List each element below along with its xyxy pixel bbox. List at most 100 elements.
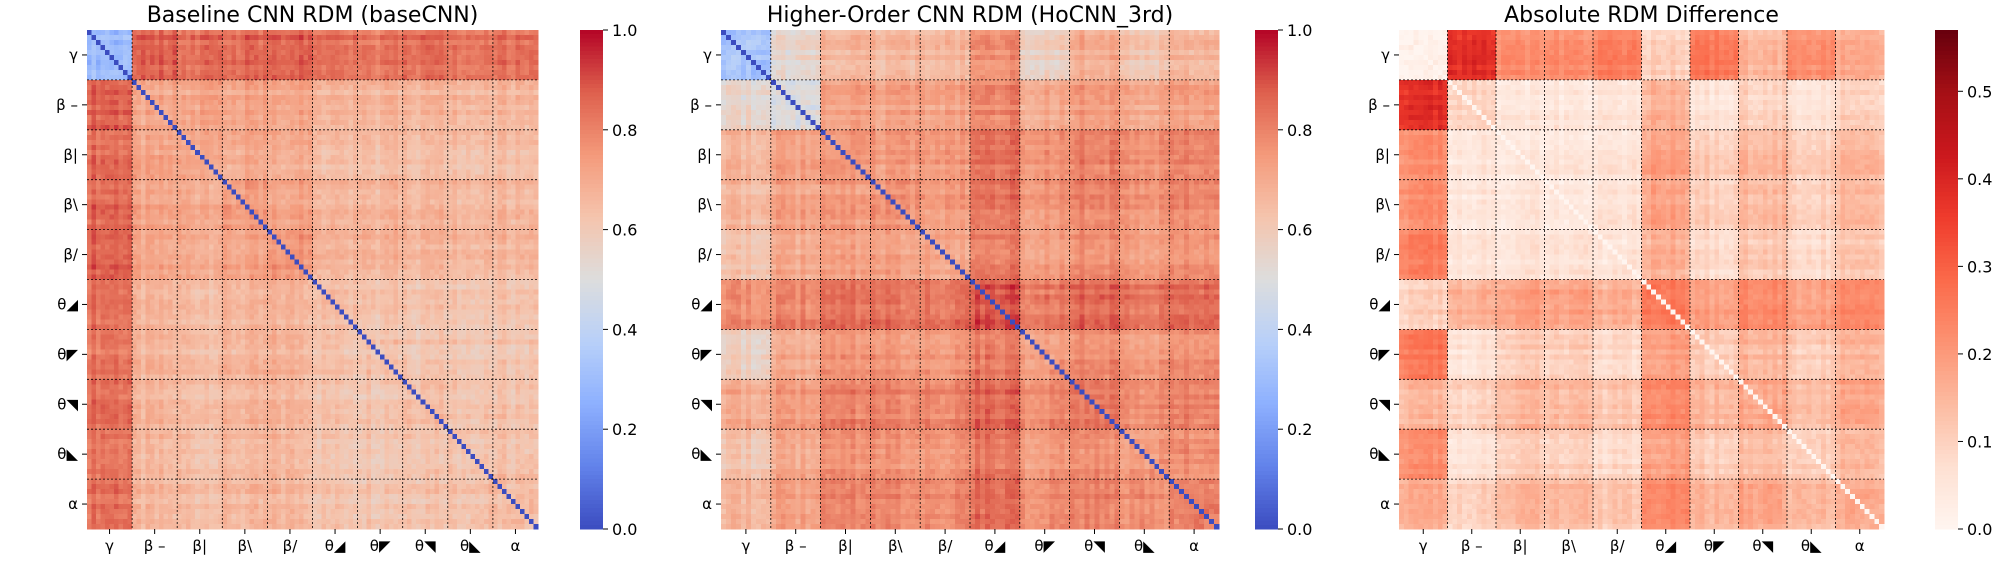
heatmap-cell [253, 104, 259, 111]
heatmap-cell [456, 274, 462, 280]
heatmap-cell [366, 119, 372, 126]
heatmap-cell [276, 79, 282, 86]
heatmap-cell [339, 119, 345, 126]
heatmap-cell [150, 249, 155, 255]
heatmap-cell [465, 269, 471, 275]
heatmap-cell [335, 194, 340, 201]
heatmap-cell [335, 249, 340, 255]
heatmap-cell [375, 74, 381, 81]
heatmap-cell [145, 49, 151, 56]
heatmap-cell [249, 249, 255, 255]
heatmap-cell [321, 159, 327, 166]
heatmap-cell [330, 159, 336, 166]
heatmap-cell [298, 59, 304, 66]
heatmap-cell [456, 79, 462, 86]
heatmap-cell [258, 64, 264, 71]
heatmap-cell [208, 99, 214, 106]
heatmap-cell [519, 254, 525, 260]
heatmap-cell [91, 184, 97, 191]
heatmap-cell [91, 269, 97, 275]
heatmap-cell [438, 254, 444, 260]
heatmap-cell [208, 154, 214, 161]
heatmap-cell [240, 124, 246, 131]
heatmap-cell [384, 214, 390, 220]
heatmap-cell [443, 264, 449, 270]
heatmap-cell [271, 54, 277, 61]
heatmap-cell [384, 159, 390, 166]
heatmap-cell [240, 174, 246, 181]
heatmap-cell [402, 234, 408, 240]
heatmap-cell [348, 109, 354, 116]
heatmap-cell [285, 174, 291, 181]
heatmap-cell [303, 184, 309, 191]
heatmap-cell [447, 164, 453, 171]
heatmap-cell [123, 259, 128, 265]
heatmap-cell [294, 99, 300, 106]
heatmap-cell [528, 144, 534, 151]
heatmap-cell [258, 74, 264, 81]
heatmap-cell [96, 129, 101, 136]
heatmap-cell [353, 174, 358, 181]
heatmap-cell [199, 109, 205, 116]
heatmap-cell [141, 54, 146, 61]
heatmap-cell [510, 174, 516, 181]
heatmap-cell [461, 244, 467, 250]
heatmap-cell [479, 264, 485, 270]
heatmap-cell [483, 59, 489, 66]
heatmap-cell [501, 229, 507, 235]
heatmap-cell [132, 219, 137, 225]
heatmap-cell [407, 254, 413, 260]
heatmap-cell [303, 159, 309, 166]
heatmap-cell [244, 249, 250, 255]
heatmap-cell [533, 234, 539, 240]
heatmap-cell [398, 269, 404, 275]
heatmap-cell [483, 249, 489, 255]
heatmap-cell [240, 189, 246, 196]
heatmap-cell [393, 154, 399, 161]
heatmap-cell [380, 264, 386, 270]
heatmap-cell [402, 59, 408, 66]
heatmap-cell [303, 39, 309, 46]
heatmap-cell [186, 164, 192, 171]
heatmap-cell [384, 59, 390, 66]
heatmap-cell [163, 64, 169, 71]
heatmap-cell [488, 189, 494, 196]
heatmap-cell [335, 114, 340, 121]
heatmap-cell [456, 214, 462, 220]
heatmap-cell [114, 219, 119, 225]
heatmap-cell [443, 79, 449, 86]
heatmap-cell [357, 109, 363, 116]
heatmap-cell [438, 249, 444, 255]
heatmap-cell [362, 204, 367, 210]
heatmap-cell [411, 54, 417, 61]
heatmap-cell [488, 89, 494, 96]
heatmap-cell [533, 59, 539, 66]
heatmap-cell [285, 274, 291, 280]
heatmap-cell [190, 119, 196, 126]
heatmap-cell [109, 79, 115, 86]
heatmap-cell [226, 79, 232, 86]
heatmap-cell [465, 79, 471, 86]
heatmap-cell [501, 159, 507, 166]
heatmap-cell [461, 44, 467, 51]
heatmap-cell [330, 274, 336, 280]
heatmap-cell [150, 139, 155, 146]
heatmap-cell [366, 159, 372, 166]
heatmap-cell [312, 34, 318, 41]
heatmap-cell [294, 264, 300, 270]
heatmap-cell [339, 244, 345, 250]
heatmap-cell [452, 184, 458, 191]
heatmap-cell [425, 109, 431, 116]
heatmap-cell [461, 234, 467, 240]
heatmap-cell [497, 259, 503, 265]
heatmap-cell [371, 64, 376, 71]
heatmap-cell [240, 49, 246, 56]
heatmap-cell [285, 84, 291, 91]
heatmap-cell [186, 139, 192, 146]
heatmap-cell [280, 59, 286, 66]
heatmap-cell [96, 49, 101, 56]
heatmap-cell [353, 114, 358, 121]
heatmap-cell [114, 249, 119, 255]
heatmap-cell [231, 224, 237, 230]
heatmap-cell [375, 54, 381, 61]
